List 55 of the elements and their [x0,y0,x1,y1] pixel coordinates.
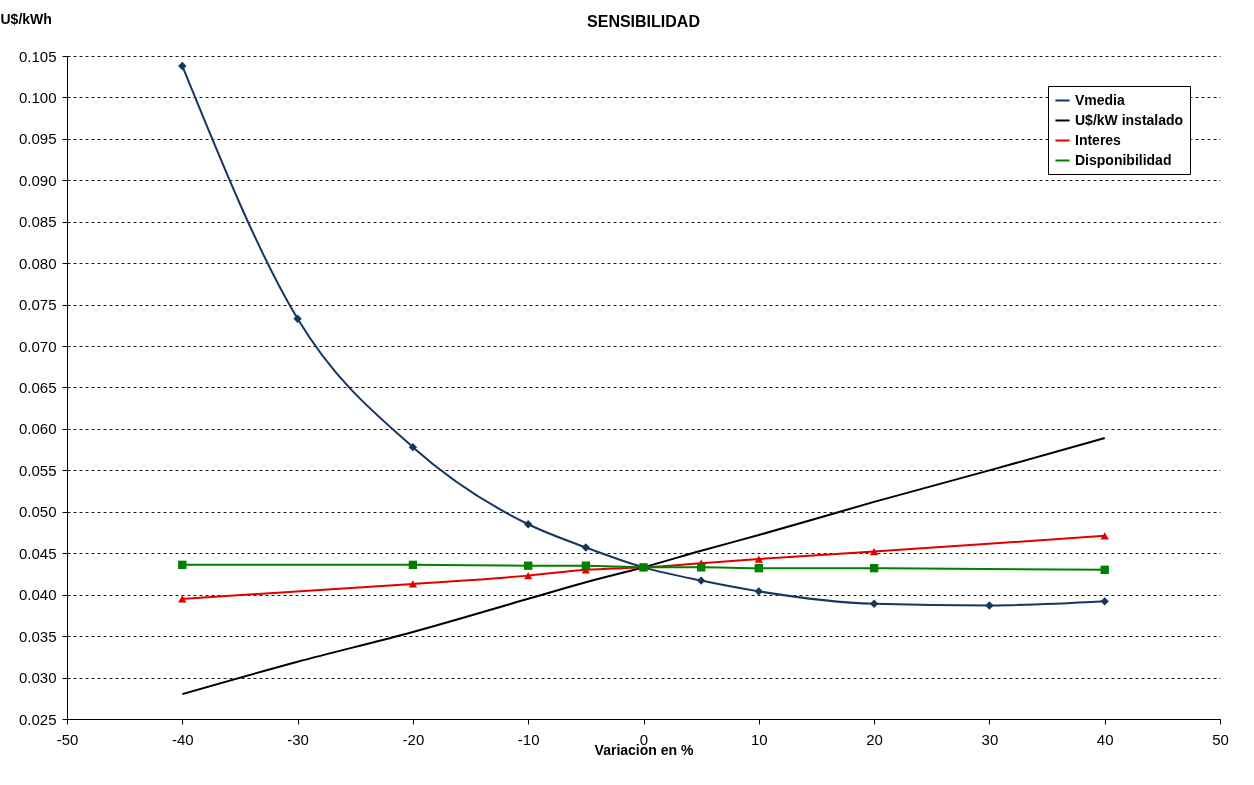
point [1100,565,1109,575]
x-tick-label: -10 [517,730,540,748]
y-tick-label: 0.035 [18,627,57,645]
y-tick-label: 0.045 [18,544,57,562]
y-tick-label: 0.060 [18,420,57,438]
point [581,561,591,570]
chart-title: SENSIBILIDAD [587,13,700,30]
point [869,547,879,556]
legend-label: Disponibilidad [1075,151,1172,168]
legend-label: U$/kW instalado [1075,111,1184,128]
x-tick-label: -20 [402,730,425,748]
x-tick-label: 10 [750,730,768,748]
x-tick-label: -30 [287,730,309,748]
point [408,580,418,588]
y-tick-label: 0.065 [18,379,57,396]
point [696,563,706,572]
point [408,560,418,570]
y-tick-label: 0.100 [18,88,57,106]
point [524,572,533,580]
y-tick-label: 0.105 [18,47,57,65]
x-tick-label: 50 [1212,730,1229,748]
y-tick-label: 0.085 [18,213,57,231]
y-tick-label: 0.050 [18,503,57,521]
y-tick-label: 0.095 [18,130,57,148]
point [581,543,591,552]
point [754,563,763,573]
y-tick-label: 0.075 [18,296,57,314]
point [696,576,706,585]
y-tick-label: 0.055 [18,461,57,479]
legend-label: Vmedia [1075,91,1126,108]
point [178,61,187,71]
y-tick-label: 0.080 [18,254,57,272]
y-axis-title: U$/kWh [0,10,52,27]
y-tick-label: 0.070 [18,337,57,355]
point [754,587,763,596]
point [524,561,533,570]
y-tick-label: 0.040 [18,586,57,604]
x-tick-label: 30 [981,730,999,748]
point [869,563,879,573]
point [524,520,533,529]
point [985,601,994,610]
x-tick-label: -50 [56,730,79,748]
point [1100,597,1109,606]
y-tick-label: 0.030 [18,669,57,687]
legend-label: Interes [1075,131,1122,148]
point [869,599,879,608]
x-tick-label: 40 [1096,730,1114,748]
y-tick-label: 0.025 [18,710,57,728]
point [178,560,187,570]
x-tick-label: -40 [171,730,194,748]
point [293,314,302,323]
y-tick-label: 0.090 [18,171,57,189]
point [408,442,418,452]
x-tick-label: 20 [866,730,883,748]
point [754,555,763,563]
